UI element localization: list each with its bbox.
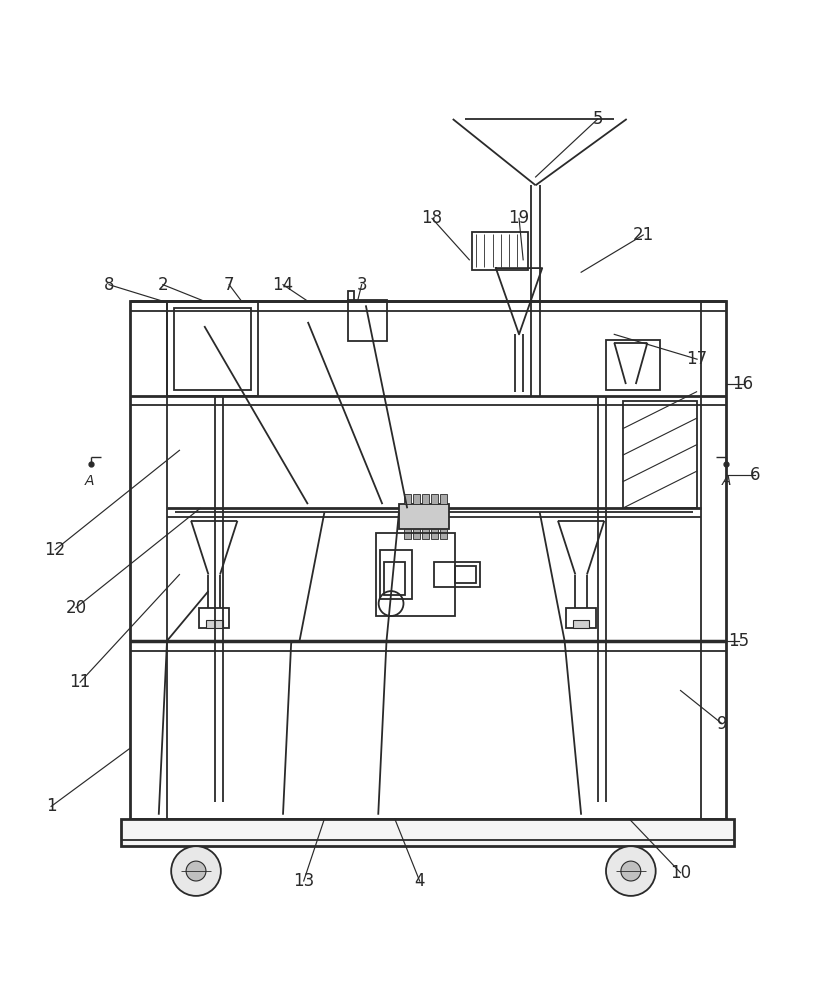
Bar bbox=[434, 562, 479, 587]
Text: 16: 16 bbox=[732, 375, 753, 393]
Bar bbox=[376, 533, 455, 616]
Bar bbox=[413, 529, 420, 539]
Text: 21: 21 bbox=[632, 226, 654, 244]
Circle shape bbox=[171, 846, 221, 896]
Bar bbox=[422, 529, 429, 539]
Text: 13: 13 bbox=[293, 872, 314, 890]
Bar bbox=[606, 340, 660, 390]
Bar bbox=[174, 308, 251, 390]
Circle shape bbox=[186, 861, 206, 881]
Bar bbox=[413, 494, 420, 504]
Bar bbox=[199, 608, 229, 628]
Text: 6: 6 bbox=[750, 466, 760, 484]
Text: 8: 8 bbox=[104, 276, 115, 294]
Bar bbox=[573, 620, 589, 628]
Text: 11: 11 bbox=[70, 673, 91, 691]
Text: 20: 20 bbox=[66, 599, 86, 617]
Text: 17: 17 bbox=[686, 350, 708, 368]
Bar bbox=[472, 232, 529, 270]
Circle shape bbox=[606, 846, 656, 896]
Text: 7: 7 bbox=[224, 276, 234, 294]
Bar bbox=[440, 494, 447, 504]
Text: A: A bbox=[722, 474, 731, 488]
Bar bbox=[431, 529, 438, 539]
Text: 12: 12 bbox=[45, 541, 66, 559]
Bar bbox=[121, 819, 735, 846]
Bar bbox=[440, 529, 447, 539]
Text: 15: 15 bbox=[728, 632, 749, 650]
Text: 19: 19 bbox=[509, 209, 529, 227]
Text: 4: 4 bbox=[415, 872, 425, 890]
Bar bbox=[566, 608, 596, 628]
Bar bbox=[422, 494, 429, 504]
Text: 10: 10 bbox=[670, 864, 691, 882]
Bar bbox=[431, 494, 438, 504]
Text: A: A bbox=[85, 474, 94, 488]
Bar bbox=[399, 504, 449, 529]
Circle shape bbox=[621, 861, 641, 881]
Text: 18: 18 bbox=[421, 209, 443, 227]
Text: 3: 3 bbox=[356, 276, 367, 294]
Bar bbox=[206, 620, 223, 628]
Bar bbox=[404, 529, 411, 539]
Text: 2: 2 bbox=[158, 276, 168, 294]
Bar bbox=[347, 291, 354, 301]
Bar bbox=[347, 300, 387, 341]
Bar bbox=[404, 494, 411, 504]
Bar bbox=[130, 301, 726, 819]
Text: 1: 1 bbox=[46, 797, 57, 815]
Text: 9: 9 bbox=[716, 715, 727, 733]
Bar bbox=[622, 401, 697, 508]
Bar bbox=[455, 566, 475, 583]
Bar bbox=[385, 562, 406, 595]
Bar bbox=[167, 301, 258, 396]
Bar bbox=[381, 550, 412, 599]
Text: 14: 14 bbox=[273, 276, 293, 294]
Text: 5: 5 bbox=[593, 110, 603, 128]
